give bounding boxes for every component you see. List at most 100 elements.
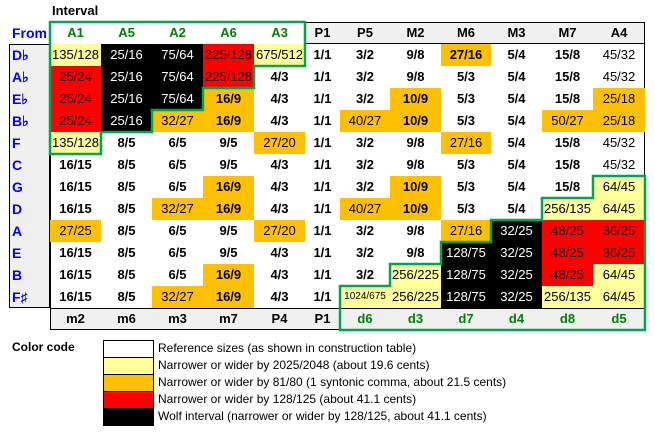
interval-cell: 25/24 <box>50 66 101 88</box>
interval-cell: 10/9 <box>390 110 441 132</box>
column-footer: d7 <box>458 311 474 326</box>
from-note-label: E <box>12 245 22 261</box>
interval-cell: 45/32 <box>602 157 636 172</box>
interval-cell: 256/225 <box>390 286 441 308</box>
interval-cell: 4/3 <box>270 201 289 216</box>
column-header: A6 <box>220 25 237 40</box>
interval-cell: 3/2 <box>355 135 375 150</box>
interval-cell: 8/5 <box>117 267 136 282</box>
interval-cell: 225/128 <box>203 44 254 66</box>
interval-cell: 9/8 <box>406 223 425 238</box>
header-divider <box>305 43 645 44</box>
interval-cell: 15/8 <box>554 47 581 62</box>
interval-cell: 1/1 <box>313 267 332 282</box>
interval-cell: 16/9 <box>203 110 254 132</box>
interval-cell: 32/25 <box>491 220 542 242</box>
column-footer: d8 <box>559 311 576 326</box>
interval-cell: 16/15 <box>59 157 92 172</box>
column-header: A5 <box>118 25 135 40</box>
interval-cell: 5/3 <box>456 113 476 128</box>
interval-cell: 25/16 <box>101 66 152 88</box>
column-header: M6 <box>456 25 476 40</box>
interval-cell: 32/27 <box>152 110 203 132</box>
interval-cell: 5/4 <box>507 135 526 150</box>
interval-cell: 48/25 <box>542 220 593 242</box>
interval-cell: 36/25 <box>593 220 645 242</box>
legend-swatch <box>103 357 154 375</box>
interval-cell: 15/8 <box>554 157 581 172</box>
interval-cell: 4/3 <box>270 157 289 172</box>
interval-cell: 16/9 <box>203 264 254 286</box>
interval-cell: 9/8 <box>406 69 425 84</box>
diminished-region-outline <box>338 174 647 332</box>
interval-cell: 1/1 <box>313 179 332 194</box>
from-note-label: A <box>12 223 23 239</box>
interval-cell: 32/27 <box>152 286 203 308</box>
top-header-bg <box>305 22 645 44</box>
interval-cell: 3/2 <box>355 223 375 238</box>
from-note-label: A♭ <box>12 69 29 85</box>
interval-cell: 27/16 <box>441 132 491 154</box>
interval-cell: 4/3 <box>270 179 289 194</box>
interval-cell: 64/45 <box>593 198 645 220</box>
interval-cell: 5/3 <box>456 179 476 194</box>
interval-cell: 16/15 <box>59 267 92 282</box>
interval-cell: 3/2 <box>355 179 375 194</box>
interval-cell: 45/32 <box>602 135 636 150</box>
body-left-border <box>50 44 51 308</box>
interval-cell: 50/27 <box>542 110 593 132</box>
interval-cell: 128/75 <box>441 264 491 286</box>
column-header: M3 <box>507 25 526 40</box>
column-footer: d5 <box>611 311 627 326</box>
interval-cell: 5/3 <box>456 91 476 106</box>
interval-cell: 16/9 <box>203 176 254 198</box>
interval-cell: 4/3 <box>270 91 289 106</box>
from-note-label: D♭ <box>12 47 29 63</box>
interval-cell: 5/4 <box>507 179 526 194</box>
interval-cell: 10/9 <box>390 198 441 220</box>
interval-cell: 225/128 <box>203 66 254 88</box>
from-note-label: C <box>12 157 23 173</box>
interval-cell: 64/45 <box>593 264 645 286</box>
interval-cell: 8/5 <box>117 201 136 216</box>
from-note-label: F♯ <box>12 289 28 305</box>
augmented-region-outline <box>48 20 307 156</box>
interval-cell: 10/9 <box>390 176 441 198</box>
interval-cell: 45/32 <box>602 69 636 84</box>
interval-cell: 9/8 <box>406 245 425 260</box>
interval-cell: 15/8 <box>554 135 581 150</box>
from-note-label: D <box>12 201 23 217</box>
interval-cell: 9/5 <box>219 245 238 260</box>
interval-cell: 75/64 <box>152 88 203 110</box>
legend-swatch <box>103 391 154 409</box>
interval-cell: 15/8 <box>554 179 581 194</box>
interval-cell: 4/3 <box>270 113 289 128</box>
interval-cell: 40/27 <box>340 110 390 132</box>
interval-cell: 3/2 <box>355 245 375 260</box>
interval-cell: 6/5 <box>168 179 187 194</box>
interval-cell: 16/15 <box>59 289 92 304</box>
legend-swatch <box>103 374 154 392</box>
interval-cell: 25/16 <box>101 44 152 66</box>
legend-text: Narrower or wider by 81/80 (1 syntonic c… <box>158 375 507 389</box>
interval-cell: 4/3 <box>270 245 289 260</box>
interval-cell: 27/16 <box>441 220 491 242</box>
interval-cell: 27/20 <box>254 220 305 242</box>
column-header: A1 <box>67 25 84 40</box>
interval-cell: 45/32 <box>602 47 636 62</box>
column-footer: m6 <box>117 311 136 326</box>
interval-cell: 3/2 <box>355 157 375 172</box>
interval-cell: 1/1 <box>313 245 332 260</box>
interval-cell: 16/15 <box>59 245 92 260</box>
interval-cell: 256/225 <box>390 264 441 286</box>
interval-cell: 6/5 <box>168 223 187 238</box>
interval-cell: 6/5 <box>168 245 187 260</box>
interval-cell: 1/1 <box>313 69 332 84</box>
column-header: A4 <box>610 25 628 40</box>
interval-cell: 5/3 <box>456 69 476 84</box>
interval-cell: 6/5 <box>168 157 187 172</box>
interval-cell: 25/16 <box>101 88 152 110</box>
interval-cell: 1024/675 <box>340 286 390 308</box>
from-note-label: B♭ <box>12 113 29 129</box>
